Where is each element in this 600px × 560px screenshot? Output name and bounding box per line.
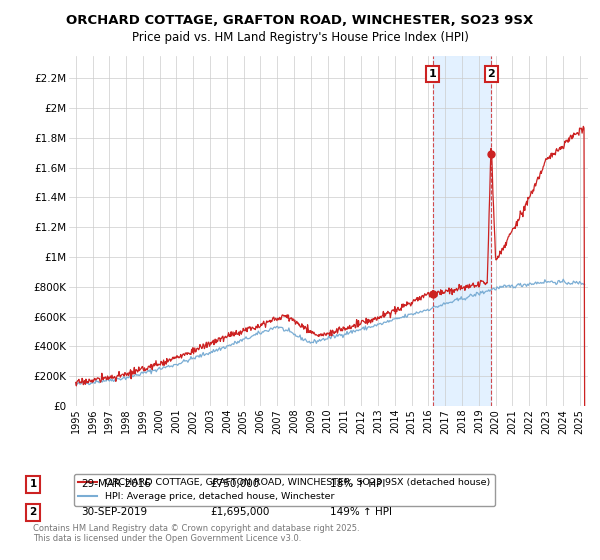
Text: 1: 1 <box>29 479 37 489</box>
Legend: ORCHARD COTTAGE, GRAFTON ROAD, WINCHESTER, SO23 9SX (detached house), HPI: Avera: ORCHARD COTTAGE, GRAFTON ROAD, WINCHESTE… <box>74 474 495 506</box>
Text: Price paid vs. HM Land Registry's House Price Index (HPI): Price paid vs. HM Land Registry's House … <box>131 31 469 44</box>
Text: 1: 1 <box>429 69 437 79</box>
Text: 30-SEP-2019: 30-SEP-2019 <box>81 507 147 517</box>
Text: Contains HM Land Registry data © Crown copyright and database right 2025.
This d: Contains HM Land Registry data © Crown c… <box>33 524 359 543</box>
Text: 149% ↑ HPI: 149% ↑ HPI <box>330 507 392 517</box>
Text: 2: 2 <box>29 507 37 517</box>
Text: ORCHARD COTTAGE, GRAFTON ROAD, WINCHESTER, SO23 9SX: ORCHARD COTTAGE, GRAFTON ROAD, WINCHESTE… <box>67 14 533 27</box>
Text: 18% ↑ HPI: 18% ↑ HPI <box>330 479 385 489</box>
Text: £750,000: £750,000 <box>210 479 259 489</box>
Bar <box>433 56 491 406</box>
Text: 2: 2 <box>488 69 495 79</box>
Text: 29-MAR-2016: 29-MAR-2016 <box>81 479 151 489</box>
Text: £1,695,000: £1,695,000 <box>210 507 269 517</box>
